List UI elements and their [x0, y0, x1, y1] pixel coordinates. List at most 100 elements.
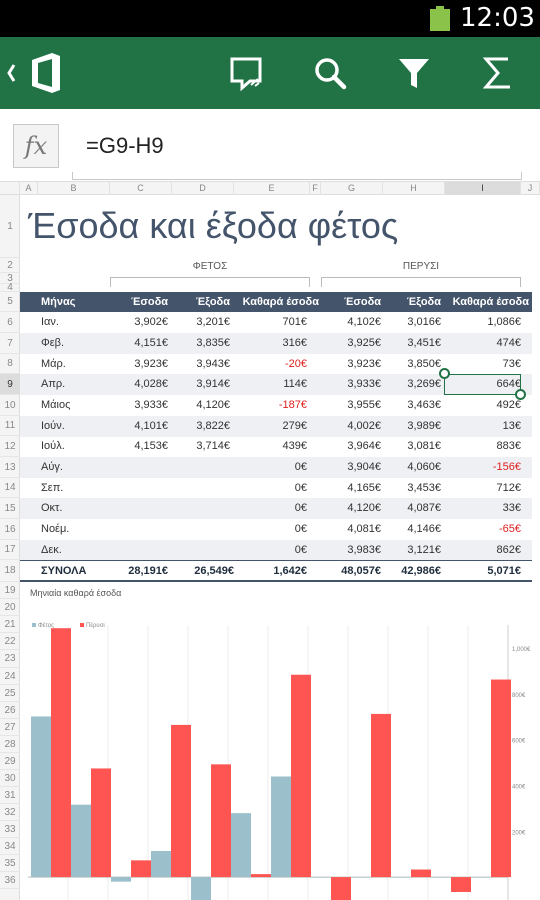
- table-cell[interactable]: 4,151€: [134, 337, 168, 349]
- table-cell[interactable]: [172, 540, 230, 561]
- row-header[interactable]: 31: [0, 787, 20, 804]
- table-cell[interactable]: Μάρ.: [41, 358, 66, 370]
- table-cell[interactable]: 1,086€: [487, 316, 521, 328]
- table-cell[interactable]: 3,016€: [407, 316, 441, 328]
- table-header-cell[interactable]: Έξοδα: [195, 296, 230, 308]
- table-cell[interactable]: 3,933€: [134, 399, 168, 411]
- table-cell[interactable]: 3,451€: [407, 337, 441, 349]
- table-cell[interactable]: 3,989€: [407, 420, 441, 432]
- row-header[interactable]: 5: [0, 292, 20, 312]
- selection-handle-top-left[interactable]: [439, 368, 450, 379]
- row-header[interactable]: 29: [0, 753, 20, 770]
- totals-cell[interactable]: 28,191€: [128, 565, 168, 577]
- table-cell[interactable]: [110, 498, 168, 519]
- table-cell[interactable]: 3,902€: [134, 316, 168, 328]
- table-cell[interactable]: 4,165€: [347, 482, 381, 494]
- table-cell[interactable]: -65€: [498, 523, 521, 535]
- table-cell[interactable]: 3,983€: [347, 544, 381, 556]
- table-cell[interactable]: 279€: [282, 420, 307, 432]
- table-header-cell[interactable]: Έσοδα: [343, 296, 381, 308]
- row-header[interactable]: 10: [0, 395, 20, 416]
- column-header[interactable]: H: [383, 182, 445, 195]
- row-header[interactable]: 17: [0, 540, 20, 560]
- totals-cell[interactable]: 48,057€: [341, 565, 381, 577]
- table-cell[interactable]: 3,943€: [196, 358, 230, 370]
- table-cell[interactable]: 3,850€: [407, 358, 441, 370]
- table-header-cell[interactable]: Καθαρά έσοδα: [452, 296, 529, 308]
- row-header[interactable]: 19: [0, 582, 20, 599]
- row-header[interactable]: 8: [0, 354, 20, 374]
- row-header[interactable]: 32: [0, 804, 20, 821]
- back-button[interactable]: [0, 37, 72, 109]
- table-cell[interactable]: 3,904€: [347, 461, 381, 473]
- table-cell[interactable]: Ιούλ.: [41, 440, 65, 452]
- row-header[interactable]: 3: [0, 273, 20, 284]
- table-header-cell[interactable]: Μήνας: [41, 296, 76, 308]
- sheet-grid[interactable]: Έσοδα και έξοδα φέτος ΦΕΤΟΣ ΠΕΡΥΣΙ Μήνας…: [20, 195, 540, 900]
- table-cell[interactable]: [110, 519, 168, 540]
- row-header[interactable]: 22: [0, 633, 20, 650]
- table-cell[interactable]: Σεπ.: [41, 482, 64, 494]
- table-header-cell[interactable]: Έξοδα: [406, 296, 441, 308]
- selection-handle-bottom-right[interactable]: [515, 389, 526, 400]
- table-cell[interactable]: 492€: [496, 399, 521, 411]
- row-header[interactable]: 27: [0, 719, 20, 736]
- table-cell[interactable]: Νοέμ.: [41, 523, 70, 535]
- table-cell[interactable]: [172, 498, 230, 519]
- table-cell[interactable]: Δεκ.: [41, 544, 62, 556]
- table-cell[interactable]: Φεβ.: [41, 337, 65, 349]
- row-header[interactable]: 26: [0, 702, 20, 719]
- table-cell[interactable]: 3,081€: [407, 440, 441, 452]
- table-cell[interactable]: 33€: [502, 502, 521, 514]
- table-header-cell[interactable]: Καθαρά έσοδα: [242, 296, 319, 308]
- column-header[interactable]: A: [20, 182, 38, 195]
- table-cell[interactable]: 3,914€: [196, 378, 230, 390]
- selected-cell-outline[interactable]: [444, 374, 521, 395]
- table-cell[interactable]: [110, 478, 168, 499]
- table-cell[interactable]: 883€: [496, 440, 521, 452]
- fx-button[interactable]: fx: [13, 124, 59, 168]
- row-header[interactable]: 23: [0, 650, 20, 668]
- table-cell[interactable]: Απρ.: [41, 378, 66, 390]
- table-cell[interactable]: -20€: [284, 358, 307, 370]
- table-cell[interactable]: 0€: [294, 523, 307, 535]
- table-cell[interactable]: 0€: [294, 544, 307, 556]
- filter-button[interactable]: [390, 37, 438, 109]
- table-cell[interactable]: 3,933€: [347, 378, 381, 390]
- table-cell[interactable]: 712€: [496, 482, 521, 494]
- row-header[interactable]: 2: [0, 258, 20, 273]
- table-cell[interactable]: 3,714€: [196, 440, 230, 452]
- table-cell[interactable]: [172, 478, 230, 499]
- row-header[interactable]: 30: [0, 770, 20, 787]
- totals-cell[interactable]: 26,549€: [194, 565, 234, 577]
- table-cell[interactable]: 3,923€: [134, 358, 168, 370]
- column-header[interactable]: B: [38, 182, 110, 195]
- table-cell[interactable]: [172, 457, 230, 478]
- row-header[interactable]: 12: [0, 436, 20, 457]
- formula-input[interactable]: =G9-H9: [86, 133, 164, 158]
- table-cell[interactable]: -187€: [278, 399, 307, 411]
- totals-cell[interactable]: ΣΥΝΟΛΑ: [41, 565, 87, 577]
- table-cell[interactable]: 3,925€: [347, 337, 381, 349]
- table-cell[interactable]: 4,060€: [407, 461, 441, 473]
- table-cell[interactable]: Αύγ.: [41, 461, 63, 473]
- column-header[interactable]: F: [310, 182, 321, 195]
- column-header[interactable]: C: [110, 182, 172, 195]
- table-cell[interactable]: 0€: [294, 461, 307, 473]
- table-cell[interactable]: 4,081€: [347, 523, 381, 535]
- table-cell[interactable]: 3,964€: [347, 440, 381, 452]
- table-cell[interactable]: 3,453€: [407, 482, 441, 494]
- table-cell[interactable]: 4,146€: [407, 523, 441, 535]
- sum-button[interactable]: [474, 37, 522, 109]
- table-cell[interactable]: -156€: [492, 461, 521, 473]
- table-cell[interactable]: Ιούν.: [41, 420, 65, 432]
- table-cell[interactable]: [110, 457, 168, 478]
- table-cell[interactable]: 73€: [502, 358, 521, 370]
- row-header[interactable]: 36: [0, 872, 20, 889]
- table-cell[interactable]: 3,835€: [196, 337, 230, 349]
- table-cell[interactable]: 4,002€: [347, 420, 381, 432]
- select-all-corner[interactable]: [0, 182, 20, 195]
- row-header[interactable]: 1: [0, 195, 20, 258]
- row-header[interactable]: 11: [0, 416, 20, 436]
- table-cell[interactable]: 4,087€: [407, 502, 441, 514]
